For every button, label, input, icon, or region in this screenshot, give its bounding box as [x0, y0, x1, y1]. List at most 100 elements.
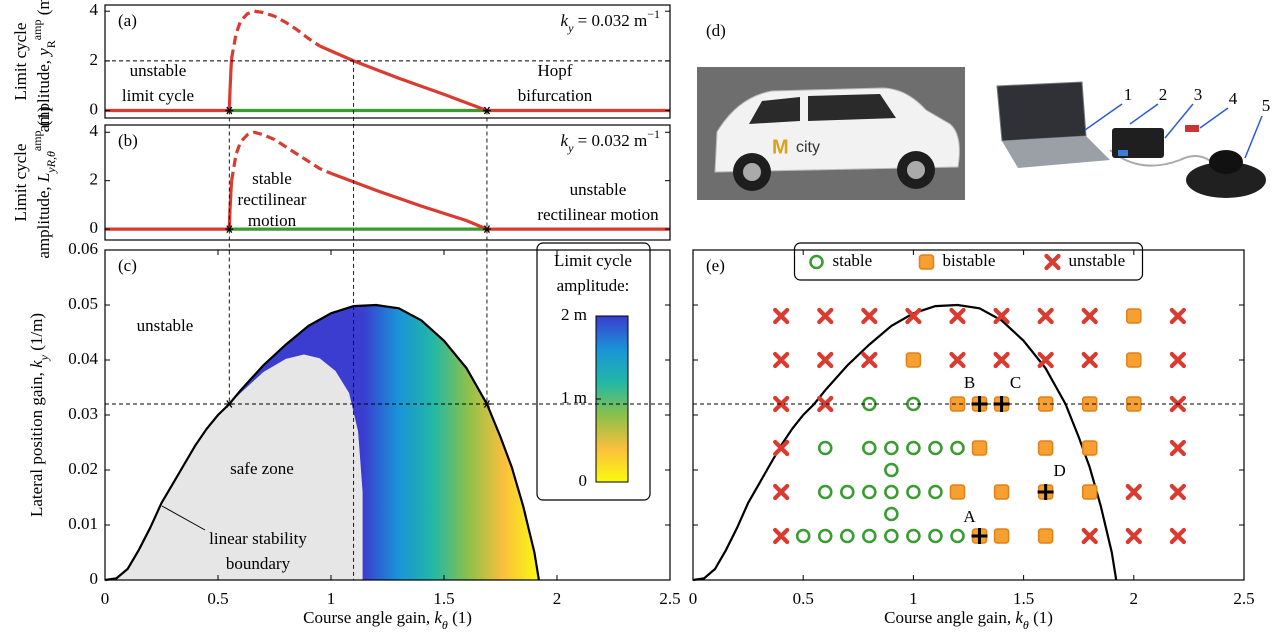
- marker-unstable: [1169, 527, 1186, 545]
- callout: 1: [1124, 85, 1133, 104]
- marker-unstable: [1125, 483, 1142, 501]
- marker-stable: [928, 484, 943, 500]
- text-part: θ: [442, 618, 448, 632]
- marker-stable: [809, 254, 824, 270]
- y-axis-title: Limit cycle: [11, 144, 30, 222]
- annotation: motion: [248, 211, 297, 230]
- text-part: yR,θ: [44, 151, 58, 174]
- callout-line: [1129, 103, 1159, 125]
- annotation: unstable: [570, 180, 627, 199]
- car-decal: city: [796, 139, 820, 156]
- y-tick-label: 0: [90, 569, 99, 588]
- text-part: (1): [448, 608, 472, 627]
- colorbar-tick-label: 0: [579, 471, 588, 490]
- marker-stable: [839, 528, 855, 544]
- text-part: −1: [647, 7, 660, 21]
- photo-panel: (d) M city 1 2 3 4 5: [697, 21, 1270, 200]
- panel-label: (d): [706, 21, 726, 40]
- text-part: = 0.032 m: [573, 131, 647, 150]
- marker-unstable: [1169, 351, 1186, 369]
- text-part: L: [34, 173, 53, 183]
- marker-unstable: [1081, 351, 1098, 369]
- marker-stable: [884, 506, 899, 522]
- marker-unstable: [861, 351, 878, 369]
- text-part: k: [1015, 608, 1023, 627]
- marker-bistable: [905, 352, 922, 368]
- text-part: k: [561, 131, 569, 150]
- colorbar-title: amplitude:: [557, 276, 630, 295]
- marker-bistable: [1126, 308, 1142, 324]
- x-tick-label: 0.5: [207, 589, 228, 608]
- annotation: linear stability: [209, 529, 307, 548]
- panel-label: (e): [706, 256, 725, 275]
- text-part: = 0.032 m: [573, 11, 647, 30]
- car-decal: M: [772, 136, 789, 158]
- point-label: B: [964, 373, 975, 392]
- marker-bistable: [1126, 396, 1142, 412]
- y-tick-label: 0.06: [68, 239, 98, 258]
- annotation: Hopf: [538, 61, 573, 80]
- annotation: stable: [252, 169, 292, 188]
- bifurcation-marker: [482, 225, 491, 233]
- annotation: rectilinear motion: [537, 205, 659, 224]
- panel-label: (c): [118, 256, 137, 275]
- text-part: Course angle gain,: [884, 608, 1015, 627]
- marker-unstable: [773, 307, 790, 325]
- text-part: Course angle gain,: [303, 608, 434, 627]
- x-tick-label: 1.5: [433, 589, 454, 608]
- antenna-cable: [1186, 162, 1266, 198]
- text-part: y: [567, 141, 574, 155]
- text-part: amplitude,: [34, 56, 53, 132]
- y-axis-title: amplitude, yRamp (m): [30, 0, 58, 132]
- y-tick-label: 0.02: [68, 459, 98, 478]
- marker-unstable: [773, 527, 790, 545]
- annotation: limit cycle: [122, 86, 194, 105]
- text-part: y: [34, 48, 53, 58]
- y-axis-title: Limit cycle: [11, 23, 30, 101]
- marker-bistable: [993, 528, 1010, 544]
- marker-bistable: [971, 440, 988, 456]
- marker-bistable: [918, 254, 935, 270]
- text-part: R: [44, 40, 58, 48]
- marker-unstable: [1169, 439, 1186, 457]
- callout: 3: [1194, 85, 1203, 104]
- marker-unstable: [993, 307, 1010, 325]
- callout-line: [1164, 103, 1194, 139]
- annotation: rectilinear: [238, 190, 307, 209]
- text-part: (m): [34, 0, 53, 20]
- connector: [1185, 125, 1199, 132]
- marker-stable: [817, 528, 833, 544]
- laptop-base: [1002, 136, 1110, 168]
- marker-stable: [862, 528, 877, 544]
- car-wheel: [743, 163, 761, 181]
- stability-boundary: [104, 303, 540, 582]
- callout: 2: [1159, 85, 1168, 104]
- y-tick-label: 2: [90, 50, 99, 69]
- bifurcation-marker: [225, 106, 234, 115]
- point-label: A: [963, 507, 976, 526]
- colorbar-tick-label: 1 m: [561, 388, 587, 407]
- marker-unstable: [817, 395, 834, 413]
- marker-bistable: [949, 396, 966, 412]
- x-axis-title: Course angle gain, kθ (1): [303, 608, 472, 632]
- marker-stable: [817, 484, 833, 500]
- text-part: k: [561, 11, 569, 30]
- highlight-cross: [971, 528, 988, 544]
- text-part: (1/m): [27, 313, 46, 355]
- antenna: [1209, 150, 1243, 174]
- colorbar-tick-label: 2 m: [561, 305, 587, 324]
- cable: [1109, 149, 1216, 167]
- marker-bistable: [1037, 440, 1054, 456]
- x-tick-label: 1.5: [1013, 589, 1034, 608]
- marker-unstable: [773, 351, 790, 369]
- text-part: Lateral position gain,: [27, 368, 46, 517]
- marker-unstable: [1037, 351, 1054, 369]
- text-part: Limit cycle: [11, 23, 30, 101]
- x-tick-label: 0.5: [793, 589, 814, 608]
- y-tick-label: 0.01: [68, 514, 98, 533]
- parameter-label: ky = 0.032 m−1: [561, 127, 660, 155]
- marker-stable: [906, 484, 921, 500]
- annotation: safe zone: [230, 459, 294, 478]
- y-tick-label: 0: [90, 218, 99, 237]
- y-tick-label: 2: [90, 170, 99, 189]
